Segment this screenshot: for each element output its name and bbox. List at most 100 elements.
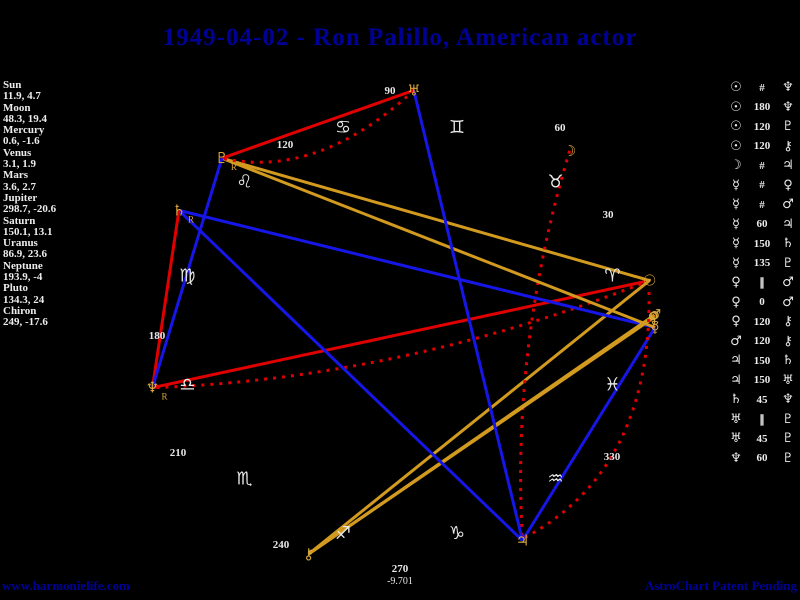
website-watermark: www.harmonielife.com: [2, 578, 130, 593]
mercury-glyph: ☿: [732, 236, 740, 252]
aspect-row-13: ♀ 120 ⚷: [726, 312, 798, 332]
neptune-glyph: ♆: [730, 450, 742, 466]
planet-glyph-saturn: ♄: [172, 201, 185, 219]
aspect-row-19: ♅ 45 ♇: [726, 429, 798, 449]
planet-coords-neptune: 193.9, -4: [3, 271, 43, 284]
aspect-line-uranus-pluto: [221, 88, 415, 160]
uranus-glyph: ♅: [730, 431, 742, 447]
mars-glyph: ♂: [782, 197, 794, 213]
aspect-value: #: [759, 198, 765, 211]
aspect-row-2: ☉ 180 ♆: [726, 98, 798, 118]
neptune-glyph: ♆: [782, 80, 794, 96]
planet-name-pluto: Pluto: [3, 282, 29, 295]
sign-glyph-sagittarius: ♐: [335, 523, 351, 544]
aspect-value: 60: [756, 452, 768, 465]
aspect-value: ∥: [759, 413, 765, 426]
pluto-glyph: ♇: [782, 450, 794, 466]
page-title: 1949-04-02 - Ron Palillo, American actor: [162, 24, 638, 51]
degree-label-240: 240: [273, 539, 290, 551]
aspect-row-12: ♀ 0 ♂: [726, 293, 798, 313]
aspect-value: 135: [753, 257, 771, 270]
mars-glyph: ♂: [782, 275, 794, 291]
bottom-annotation: -9.701: [387, 576, 413, 587]
planet-coords-jupiter: 298.7, -20.6: [3, 203, 57, 216]
degree-label-90: 90: [385, 85, 397, 97]
planet-coords-saturn: 150.1, 13.1: [3, 225, 53, 238]
planet-glyph-pluto: ♇: [215, 149, 228, 167]
venus-glyph: ♀: [731, 314, 741, 330]
aspect-value: 45: [756, 432, 768, 445]
mars-glyph: ♂: [782, 294, 794, 310]
mars-glyph: ♂: [730, 333, 742, 349]
degree-label-180: 180: [149, 330, 166, 342]
aspect-row-18: ♅ ∥ ♇: [726, 410, 798, 430]
planet-glyph-uranus: ♅: [407, 81, 420, 99]
planet-glyph-chiron: ⚷: [303, 545, 314, 563]
mercury-glyph: ☿: [732, 255, 740, 271]
aspect-value: ∥: [759, 277, 765, 290]
mercury-glyph: ☿: [732, 177, 740, 193]
pluto-glyph: ♇: [782, 431, 794, 447]
jupiter-glyph: ♃: [730, 353, 742, 369]
aspect-row-9: ☿ 150 ♄: [726, 234, 798, 254]
planet-coords-moon: 48.3, 19.4: [3, 112, 47, 125]
planet-coords-pluto: 134.3, 24: [3, 293, 45, 306]
aspect-value: 150: [753, 237, 771, 250]
aspect-row-1: ☉ # ♆: [726, 78, 798, 98]
sign-glyph-libra: ♎: [179, 374, 195, 395]
aspect-value: 150: [753, 374, 771, 387]
chiron-glyph: ⚷: [783, 138, 793, 154]
aspect-value: 120: [753, 335, 771, 348]
aspect-row-4: ☉ 120 ⚷: [726, 137, 798, 157]
planet-name-neptune: Neptune: [3, 259, 43, 272]
planet-name-uranus: Uranus: [3, 237, 38, 250]
aspect-line-sun-chiron: [307, 279, 651, 556]
mercury-glyph: ☿: [732, 216, 740, 232]
pluto-glyph: ♇: [782, 255, 794, 271]
planet-coords-uranus: 86.9, 23.6: [3, 248, 47, 261]
aspect-line-jupiter-uranus: [412, 89, 524, 541]
aspect-row-17: ♄ 45 ♆: [726, 390, 798, 410]
aspect-row-5: ☽ # ♃: [726, 156, 798, 176]
aspect-value: #: [759, 159, 765, 172]
aspect-value: 45: [756, 393, 768, 406]
planet-glyph-moon: ☽: [563, 142, 576, 160]
saturn-glyph: ♄: [730, 392, 742, 408]
planet-coords-venus: 3.1, 1.9: [3, 158, 36, 171]
aspect-line-mars-chiron: [307, 313, 656, 556]
aspect-value: 60: [756, 218, 768, 231]
planet-glyph-jupiter: ♃: [516, 532, 529, 550]
degree-label-270: 270: [392, 563, 409, 575]
degree-label-60: 60: [555, 122, 567, 134]
planet-coords-sun: 11.9, 4.7: [3, 90, 41, 103]
sign-glyph-leo: ♌: [236, 172, 252, 193]
jupiter-glyph: ♃: [782, 216, 794, 232]
aspect-line-jupiter-saturn: [177, 209, 524, 542]
aspect-value: 120: [753, 140, 771, 153]
aspect-row-16: ♃ 150 ♅: [726, 371, 798, 391]
planet-coords-chiron: 249, -17.6: [3, 316, 48, 329]
planet-name-venus: Venus: [3, 146, 32, 159]
planet-name-mars: Mars: [3, 169, 29, 182]
neptune-glyph: ♆: [782, 99, 794, 115]
neptune-glyph: ♆: [782, 392, 794, 408]
aspect-line-sun-pluto: [221, 156, 650, 282]
planet-glyph-mars: ♂: [648, 306, 661, 324]
aspect-row-3: ☉ 120 ♇: [726, 117, 798, 137]
retrograde-mark-neptune: R: [161, 392, 167, 402]
degree-label-30: 30: [603, 209, 615, 221]
sign-glyph-aquarius: ♒: [547, 468, 563, 489]
planet-coords-mars: 3.6, 2.7: [3, 180, 36, 193]
retrograde-mark-saturn: R: [188, 214, 194, 224]
sign-glyph-scorpio: ♏: [236, 468, 252, 489]
aspect-line-mercury-saturn: [178, 208, 656, 329]
aspect-value: 180: [753, 101, 771, 114]
aspect-value: 150: [753, 354, 771, 367]
pluto-glyph: ♇: [782, 119, 794, 135]
planet-coords-mercury: 0.6, -1.6: [3, 135, 40, 148]
degree-label-120: 120: [277, 139, 294, 151]
declination-arc: [523, 291, 651, 540]
aspect-line-moon-jupiter: [519, 150, 572, 541]
sign-glyph-capricorn: ♑: [449, 523, 465, 544]
